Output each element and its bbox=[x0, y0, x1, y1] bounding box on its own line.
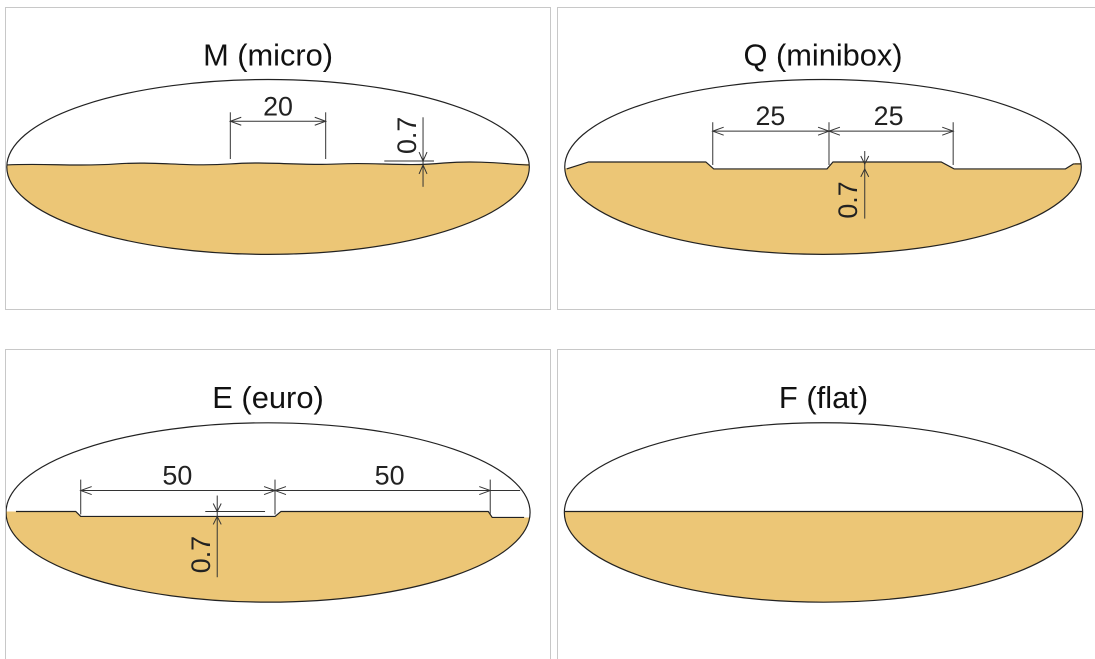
board-outline bbox=[563, 422, 1084, 603]
panel-title: F (flat) bbox=[779, 380, 868, 415]
panel-flat: F (flat) bbox=[557, 349, 1095, 659]
panel-euro: E (euro) 50 50 0.7 bbox=[5, 349, 551, 659]
width-label-right: 25 bbox=[874, 101, 904, 131]
board-outline bbox=[6, 422, 531, 603]
minibox-profile-line bbox=[566, 161, 1082, 170]
board-surface bbox=[6, 511, 531, 603]
depth-dimension: 0.7 bbox=[833, 151, 870, 219]
panel-title: M (micro) bbox=[203, 38, 333, 73]
width-dimension-right: 25 bbox=[827, 101, 955, 165]
width-dimension-left: 50 bbox=[79, 461, 277, 515]
flat-diagram: F (flat) bbox=[563, 380, 1084, 603]
width-label-left: 25 bbox=[755, 101, 785, 131]
board-surface bbox=[6, 162, 530, 255]
width-label-left: 50 bbox=[162, 461, 192, 491]
euro-diagram: E (euro) 50 50 0.7 bbox=[6, 380, 531, 603]
panel-micro: M (micro) 20 0.7 bbox=[5, 7, 551, 310]
depth-dimension: 0.7 bbox=[186, 495, 266, 578]
width-label: 20 bbox=[263, 91, 293, 121]
micro-diagram: M (micro) 20 0.7 bbox=[6, 38, 530, 255]
depth-label: 0.7 bbox=[392, 117, 422, 154]
depth-label: 0.7 bbox=[833, 181, 863, 218]
depth-dimension: 0.7 bbox=[384, 117, 434, 187]
board-outline bbox=[6, 78, 530, 255]
board-outline bbox=[564, 78, 1082, 255]
micro-profile-line bbox=[6, 161, 530, 166]
minibox-diagram: Q (minibox) 25 25 0.7 bbox=[564, 38, 1082, 255]
euro-profile-line bbox=[15, 510, 525, 519]
panel-minibox: Q (minibox) 25 25 0.7 bbox=[557, 7, 1095, 310]
panel-title: E (euro) bbox=[212, 380, 324, 415]
board-surface bbox=[564, 511, 1083, 603]
board-surface bbox=[564, 161, 1082, 255]
depth-label: 0.7 bbox=[186, 536, 216, 573]
width-label-right: 50 bbox=[375, 461, 405, 491]
width-dimension-left: 25 bbox=[711, 101, 831, 165]
width-dimension-right: 50 bbox=[273, 461, 521, 515]
width-dimension: 20 bbox=[228, 91, 328, 159]
panel-title: Q (minibox) bbox=[743, 38, 902, 73]
